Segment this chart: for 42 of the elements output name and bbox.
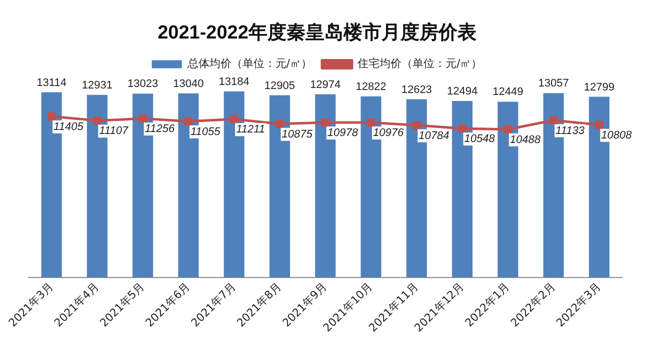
legend-label: 总体均价（单位：元/㎡）: [186, 57, 312, 70]
data-label: 13114: [36, 76, 66, 89]
point: [595, 120, 604, 129]
point: [230, 115, 238, 124]
legend-label: 住宅均价（单位：元/㎡）: [358, 57, 482, 70]
point: [184, 117, 193, 126]
data-label: 12974: [310, 78, 341, 91]
point: [366, 118, 376, 127]
data-label: 10976: [373, 127, 404, 140]
data-label: 12822: [356, 80, 386, 93]
data-label: 10808: [601, 129, 633, 142]
data-label: 10784: [418, 130, 450, 142]
data-label: 11107: [99, 125, 130, 138]
point: [93, 116, 102, 125]
data-label: 12931: [82, 79, 112, 92]
point: [47, 112, 56, 121]
data-label: 10548: [464, 133, 496, 146]
data-label: 13057: [538, 78, 569, 90]
point: [549, 116, 558, 124]
data-label: 11405: [54, 120, 84, 133]
data-label: 12905: [264, 80, 296, 92]
data-label: 12799: [584, 81, 614, 94]
data-label: 10978: [327, 127, 359, 140]
chart-title: 2021-2022年度秦皇岛楼市月度房价表: [158, 22, 478, 44]
data-label: 11211: [236, 124, 266, 136]
point: [504, 125, 512, 134]
data-label: 12449: [492, 86, 524, 98]
data-label: 13023: [128, 78, 158, 90]
point: [412, 121, 421, 130]
data-label: 11256: [144, 123, 176, 136]
data-label: 11133: [556, 124, 586, 137]
data-label: 10875: [282, 128, 314, 140]
point: [458, 124, 466, 133]
point: [138, 114, 147, 123]
point: [276, 120, 284, 128]
data-label: 13040: [173, 78, 204, 90]
point: [321, 118, 330, 127]
data-label: 13184: [218, 76, 250, 88]
data-label: 10488: [510, 134, 542, 146]
data-label: 11055: [190, 126, 222, 138]
data-label: 12494: [446, 86, 478, 98]
data-label: 12623: [401, 84, 432, 96]
